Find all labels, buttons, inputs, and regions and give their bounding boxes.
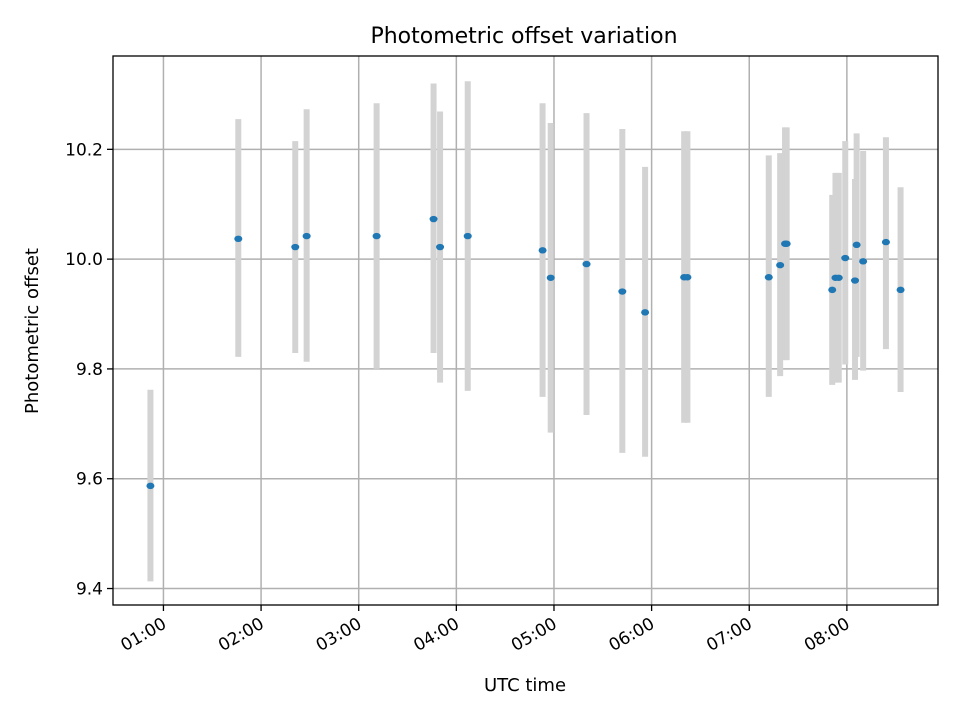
x-tick-label: 07:00 bbox=[703, 614, 755, 656]
y-tick-label: 9.4 bbox=[76, 580, 103, 600]
data-point bbox=[776, 261, 785, 269]
data-point bbox=[851, 277, 860, 284]
data-point bbox=[291, 243, 300, 251]
x-tick-label: 05:00 bbox=[508, 614, 560, 656]
data-point bbox=[372, 232, 381, 240]
data-points bbox=[146, 215, 905, 490]
data-point bbox=[859, 258, 868, 265]
data-point bbox=[546, 274, 555, 281]
data-point bbox=[782, 240, 791, 247]
data-point bbox=[234, 235, 243, 243]
x-tick-label: 01:00 bbox=[118, 614, 170, 656]
data-point bbox=[429, 215, 438, 223]
grid bbox=[113, 56, 938, 605]
data-point bbox=[302, 232, 311, 240]
data-point bbox=[834, 274, 843, 281]
data-point bbox=[852, 241, 861, 249]
y-axis-label: Photometric offset bbox=[22, 248, 43, 414]
data-point bbox=[764, 274, 773, 281]
y-tick-label: 9.8 bbox=[76, 360, 103, 380]
data-point bbox=[881, 238, 890, 246]
x-axis-ticks: 01:00 02:00 03:00 04:00 05:00 06:00 07:00 08:00 bbox=[118, 605, 853, 656]
data-point bbox=[683, 274, 692, 281]
x-tick-label: 03:00 bbox=[313, 614, 365, 656]
y-tick-label: 10.0 bbox=[65, 250, 103, 270]
x-tick-label: 02:00 bbox=[215, 614, 267, 656]
x-axis-label: UTC time bbox=[484, 675, 566, 696]
data-point bbox=[146, 482, 155, 490]
x-tick-label: 08:00 bbox=[801, 614, 853, 656]
data-point bbox=[582, 260, 591, 268]
chart-title: Photometric offset variation bbox=[370, 24, 677, 49]
data-point bbox=[618, 288, 627, 295]
plot-frame bbox=[112, 55, 939, 606]
x-tick-label: 06:00 bbox=[606, 614, 658, 656]
y-tick-label: 9.6 bbox=[76, 470, 103, 490]
data-point bbox=[841, 254, 850, 262]
x-tick-label: 04:00 bbox=[410, 614, 462, 656]
data-point bbox=[436, 243, 445, 251]
data-point bbox=[896, 286, 905, 294]
data-point bbox=[641, 309, 650, 316]
data-point bbox=[538, 247, 547, 254]
data-point bbox=[463, 232, 472, 240]
error-bars bbox=[147, 81, 904, 582]
data-point bbox=[828, 286, 837, 294]
y-axis-ticks: 9.4 9.6 9.8 10.0 10.2 bbox=[65, 140, 113, 600]
y-tick-label: 10.2 bbox=[65, 140, 103, 160]
